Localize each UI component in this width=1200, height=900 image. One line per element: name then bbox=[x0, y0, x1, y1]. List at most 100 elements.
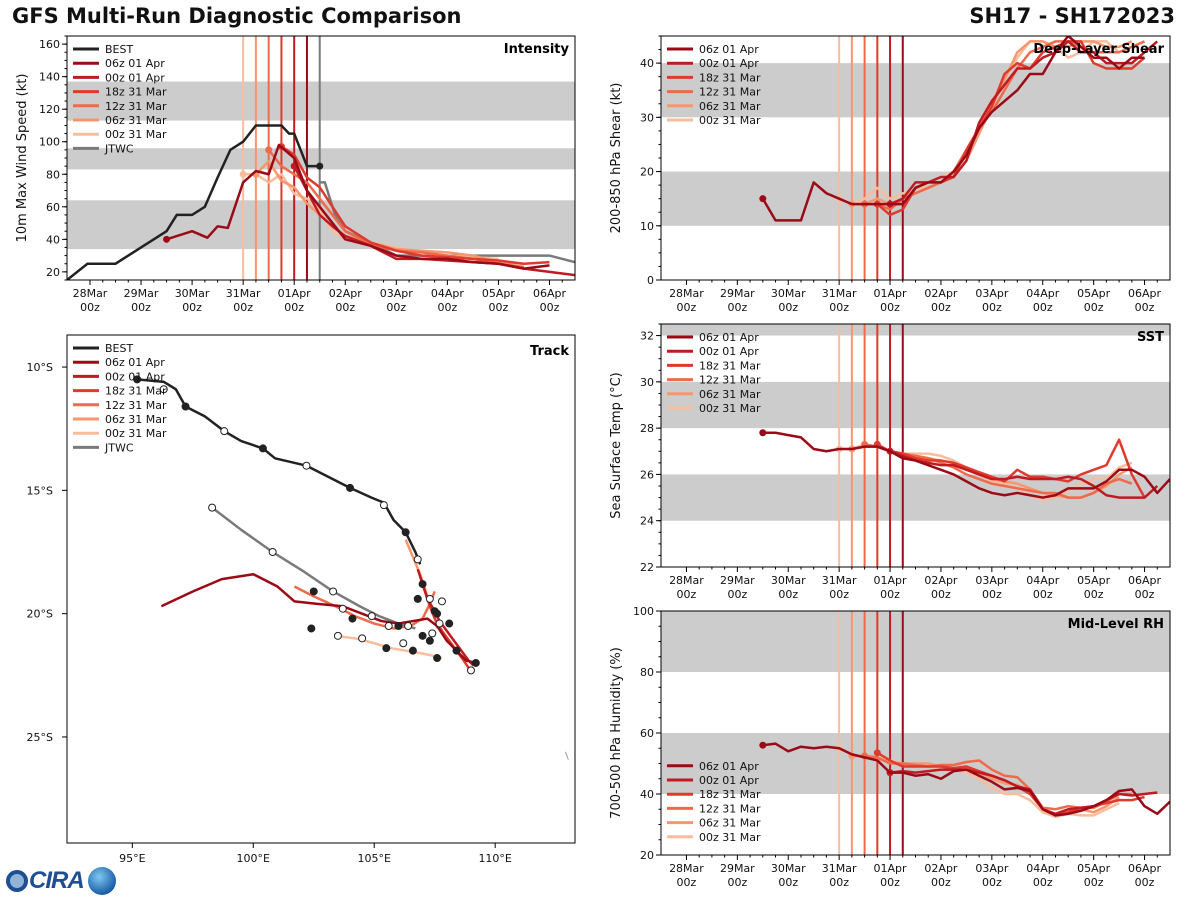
rh-ytick-label: 100 bbox=[633, 605, 654, 618]
rh-xtick-label: 00z bbox=[1033, 876, 1053, 889]
track-position-marker bbox=[433, 609, 442, 618]
shear-legend-label: 00z 31 Mar bbox=[699, 114, 761, 127]
sst-xtick-label: 00z bbox=[982, 588, 1002, 601]
sst-band bbox=[661, 324, 1170, 336]
intensity-legend-label: 00z 31 Mar bbox=[105, 128, 167, 141]
logo-globe-icon bbox=[87, 867, 116, 895]
track-legend-label: 06z 01 Apr bbox=[105, 356, 165, 369]
rh-xtick-label: 04Apr bbox=[1026, 862, 1060, 875]
rh-xtick-label: 00z bbox=[677, 876, 697, 889]
sst-xtick-label: 28Mar bbox=[669, 574, 704, 587]
logo-text: CIRA bbox=[29, 867, 85, 894]
track-position-marker bbox=[413, 594, 422, 603]
rh-xtick-label: 00z bbox=[880, 876, 900, 889]
shear-series-line bbox=[761, 36, 1145, 222]
intensity-xtick-label: 00z bbox=[233, 301, 253, 314]
intensity-xtick-label: 00z bbox=[437, 301, 457, 314]
shear-ytick-label: 30 bbox=[640, 111, 654, 124]
intensity-ylabel: 10m Max Wind Speed (kt) bbox=[15, 74, 30, 243]
intensity-series-start-point bbox=[265, 146, 273, 154]
track-series-line bbox=[293, 585, 436, 630]
rh-plot-area bbox=[661, 611, 1170, 855]
storm-id: SH17 - SH172023 bbox=[969, 4, 1175, 28]
shear-legend-label: 18z 31 Mar bbox=[699, 71, 761, 84]
sst-plot-area bbox=[661, 324, 1170, 567]
intensity-legend-label: 12z 31 Mar bbox=[105, 100, 167, 113]
rh-xtick-label: 00z bbox=[829, 876, 849, 889]
track-ytick-label: 20°S bbox=[27, 608, 53, 621]
sst-xtick-label: 01Apr bbox=[874, 574, 908, 587]
rh-xtick-label: 00z bbox=[982, 876, 1002, 889]
shear-xtick-label: 05Apr bbox=[1077, 287, 1111, 300]
shear-legend-label: 06z 01 Apr bbox=[699, 43, 759, 56]
rh-ylabel: 700-500 hPa Humidity (%) bbox=[609, 647, 624, 819]
track-ytick-label: 10°S bbox=[27, 361, 53, 374]
rh-ytick-label: 80 bbox=[640, 666, 654, 679]
intensity-xtick-label: 05Apr bbox=[482, 287, 516, 300]
rh-xtick-label: 01Apr bbox=[874, 862, 908, 875]
track-coastline bbox=[564, 751, 569, 760]
track-legend-label: 18z 31 Mar bbox=[105, 385, 167, 398]
rh-legend-label: 06z 01 Apr bbox=[699, 760, 759, 773]
track-position-marker bbox=[159, 385, 168, 394]
shear-xtick-label: 00z bbox=[677, 301, 697, 314]
rh-legend-label: 06z 31 Mar bbox=[699, 817, 761, 830]
intensity-series-line bbox=[166, 143, 550, 270]
shear-xtick-label: 30Mar bbox=[771, 287, 806, 300]
page-title: GFS Multi-Run Diagnostic Comparison bbox=[12, 4, 462, 28]
track-position-marker bbox=[309, 587, 318, 596]
intensity-band bbox=[67, 148, 575, 170]
track-position-marker bbox=[425, 594, 434, 603]
intensity-ytick-label: 20 bbox=[46, 266, 60, 279]
track-position-marker bbox=[437, 597, 446, 606]
rh-series-line bbox=[838, 747, 1120, 819]
sst-xtick-label: 00z bbox=[880, 588, 900, 601]
track-jtwc-marker bbox=[367, 612, 376, 621]
intensity-series-start-point bbox=[163, 235, 171, 243]
rh-legend-label: 12z 31 Mar bbox=[699, 802, 761, 815]
track-position-marker bbox=[413, 555, 422, 564]
track-position-marker bbox=[302, 461, 311, 470]
track-position-marker bbox=[133, 375, 142, 384]
track-position-marker bbox=[181, 402, 190, 411]
rh-xtick-label: 00z bbox=[778, 876, 798, 889]
sst-band bbox=[661, 474, 1170, 521]
cira-logo: CIRA bbox=[6, 866, 116, 896]
track-xtick-label: 100°E bbox=[237, 852, 270, 865]
intensity-ytick-label: 120 bbox=[39, 103, 60, 116]
sst-xtick-label: 06Apr bbox=[1128, 574, 1162, 587]
intensity-best-end-point bbox=[316, 162, 324, 170]
shear-legend-label: 00z 01 Apr bbox=[699, 57, 759, 70]
track-position-marker bbox=[433, 654, 442, 663]
rh-xtick-label: 02Apr bbox=[924, 862, 958, 875]
intensity-xtick-label: 00z bbox=[131, 301, 151, 314]
intensity-xtick-label: 30Mar bbox=[175, 287, 210, 300]
track-legend-label: 00z 31 Mar bbox=[105, 427, 167, 440]
track-ytick-label: 15°S bbox=[27, 484, 53, 497]
shear-xtick-label: 31Mar bbox=[822, 287, 857, 300]
rh-series-start-point bbox=[759, 741, 767, 749]
sst-xtick-label: 31Mar bbox=[822, 574, 857, 587]
shear-xtick-label: 28Mar bbox=[669, 287, 704, 300]
rh-xtick-label: 00z bbox=[931, 876, 951, 889]
intensity-xtick-label: 02Apr bbox=[329, 287, 363, 300]
shear-title: Deep-Layer Shear bbox=[1033, 42, 1164, 57]
track-xtick-label: 110°E bbox=[478, 852, 511, 865]
track-title: Track bbox=[530, 344, 569, 359]
intensity-xtick-label: 00z bbox=[335, 301, 355, 314]
sst-ytick-label: 22 bbox=[640, 561, 654, 574]
shear-plot-area bbox=[661, 36, 1170, 280]
sst-xtick-label: 00z bbox=[1084, 588, 1104, 601]
rh-series-start-point bbox=[873, 749, 881, 757]
track-position-marker bbox=[435, 619, 444, 628]
intensity-best-line bbox=[67, 124, 320, 280]
intensity-xtick-label: 00z bbox=[489, 301, 509, 314]
intensity-ytick-label: 80 bbox=[46, 168, 60, 181]
intensity-legend-label: 06z 31 Mar bbox=[105, 114, 167, 127]
sst-series-line bbox=[762, 431, 1170, 499]
sst-xtick-label: 00z bbox=[931, 588, 951, 601]
rh-xtick-label: 00z bbox=[727, 876, 747, 889]
rh-xtick-label: 03Apr bbox=[975, 862, 1009, 875]
rh-xtick-label: 28Mar bbox=[669, 862, 704, 875]
sst-xtick-label: 00z bbox=[1033, 588, 1053, 601]
